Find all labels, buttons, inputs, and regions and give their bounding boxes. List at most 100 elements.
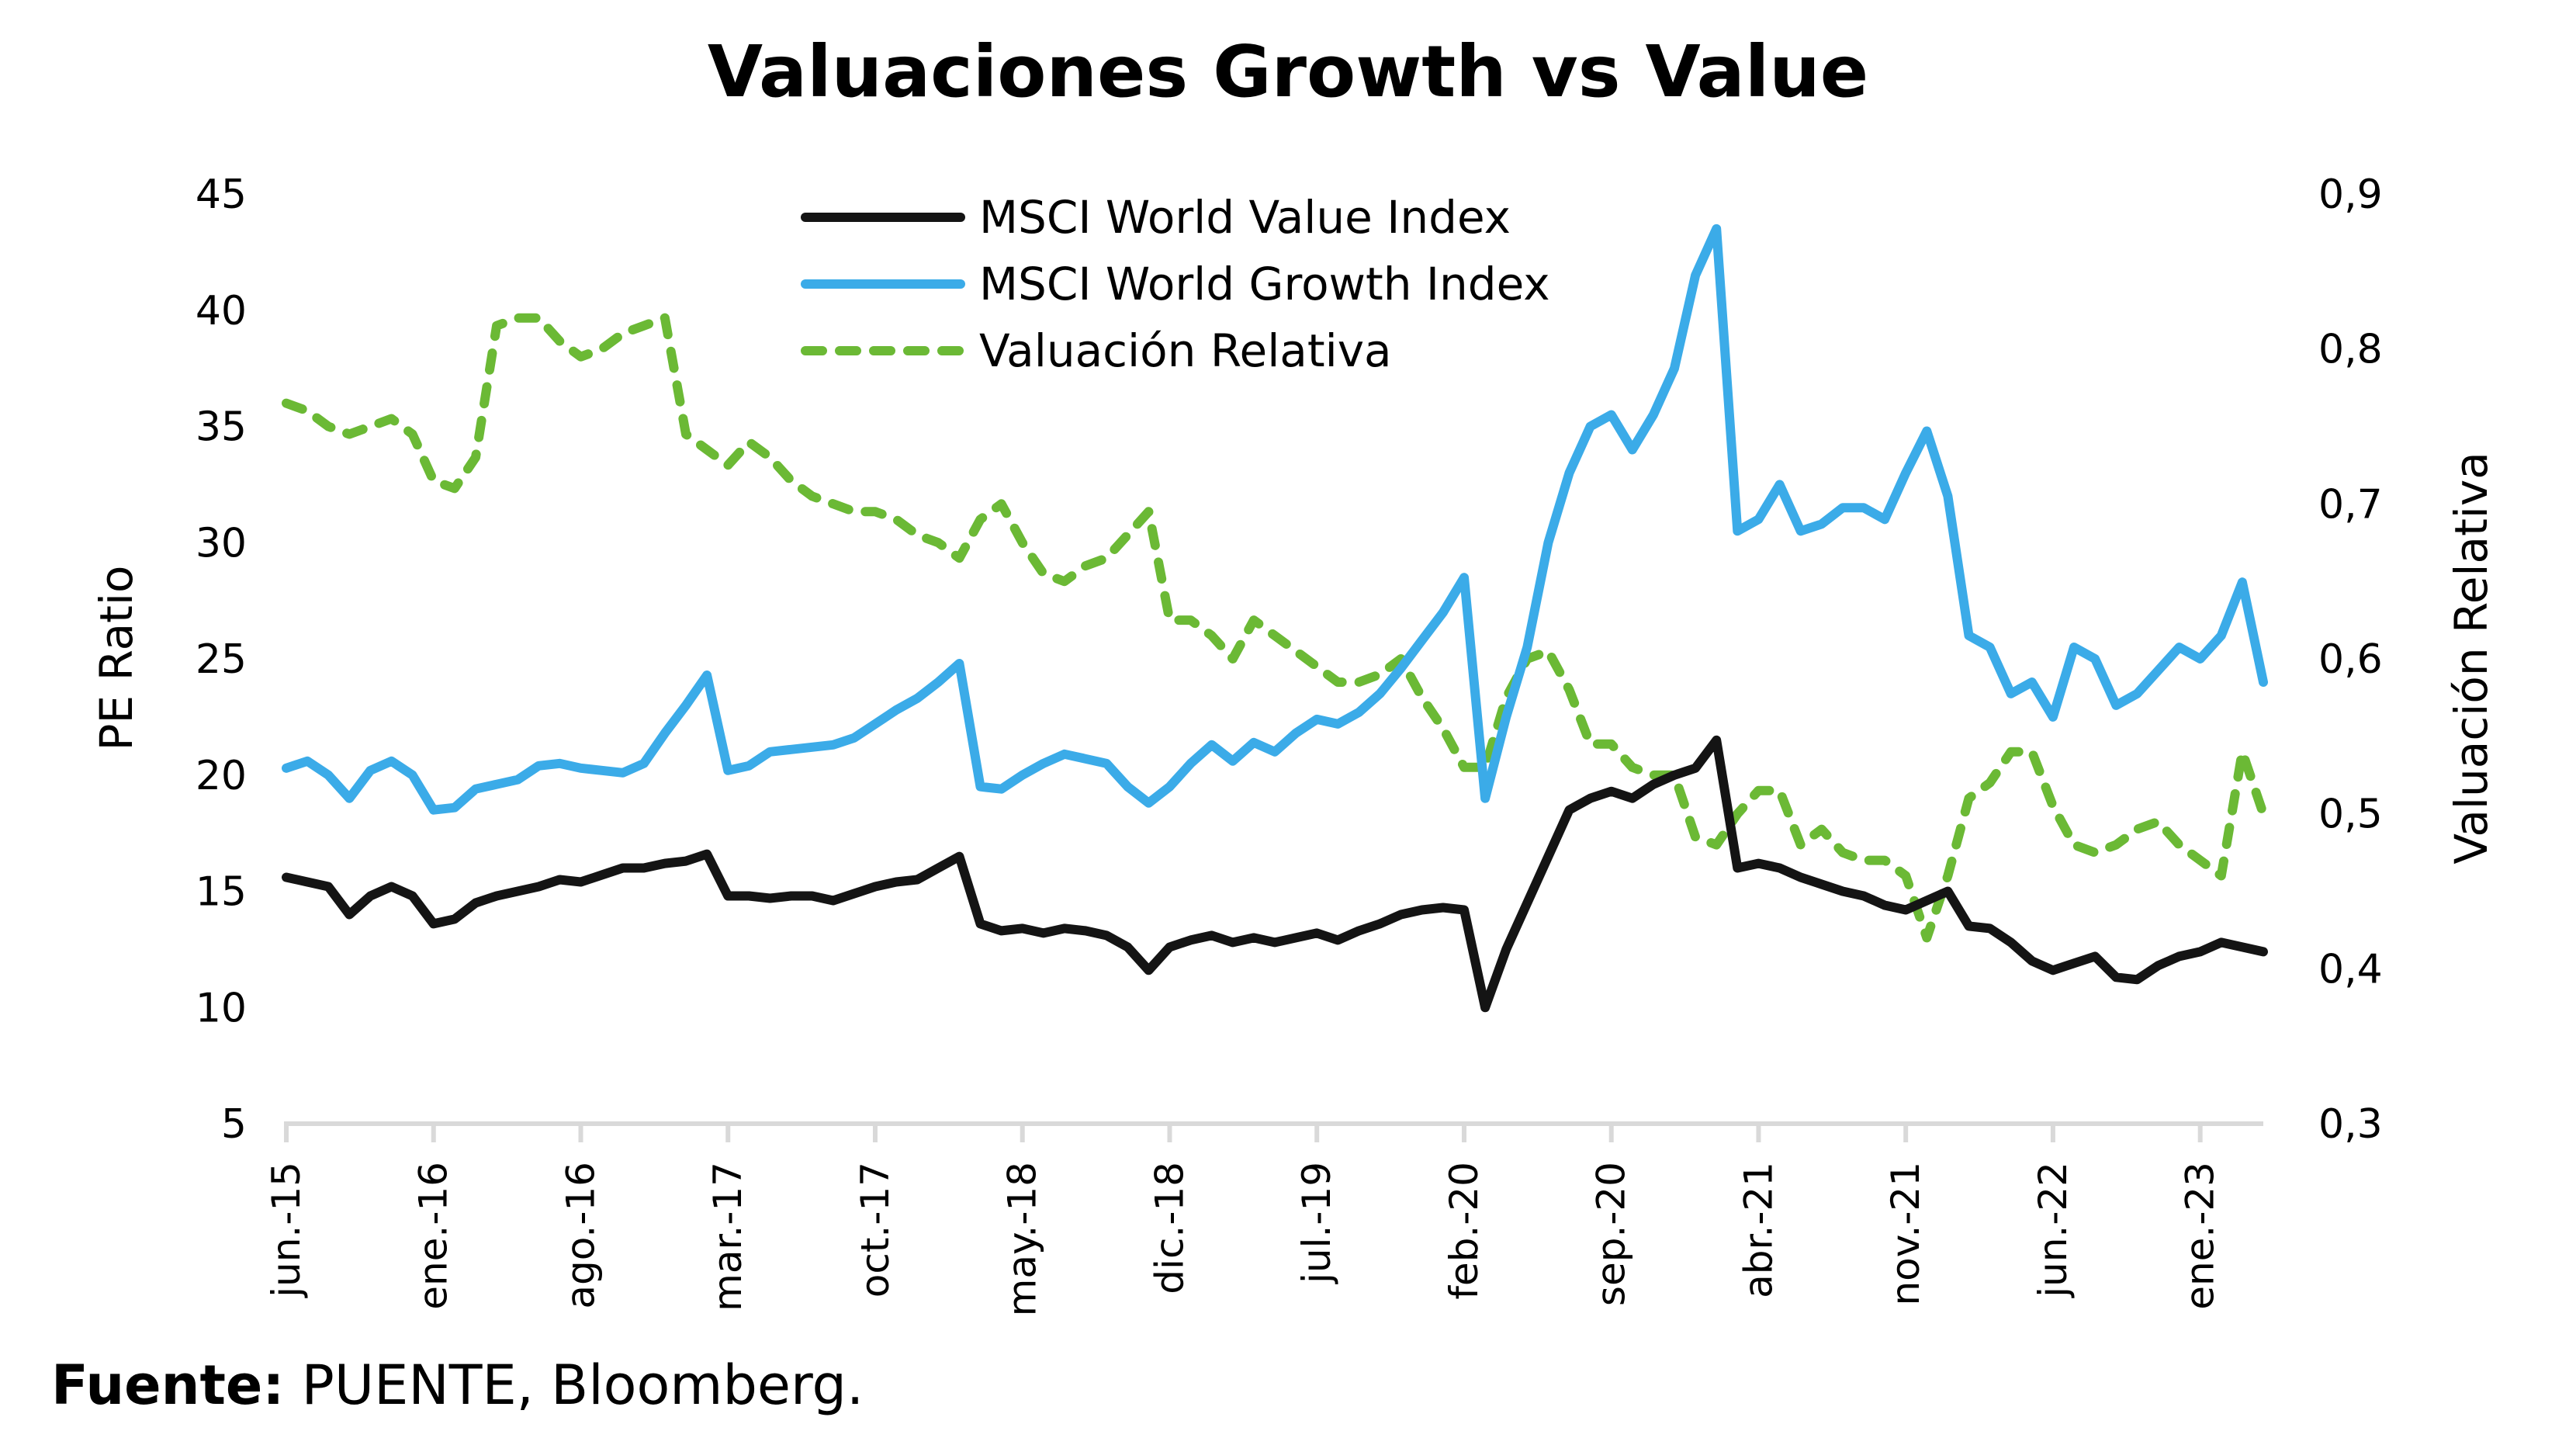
data-point <box>2074 963 2075 964</box>
data-point <box>686 434 687 435</box>
data-point <box>1968 798 1969 799</box>
right-tick-label: 0,4 <box>2318 946 2383 993</box>
data-point <box>1106 763 1107 764</box>
data-point <box>2263 682 2264 683</box>
x-tick-label: jun.-22 <box>2031 1162 2076 1298</box>
data-point <box>2116 844 2117 845</box>
data-point <box>1232 659 1233 660</box>
data-point <box>1190 620 1191 621</box>
x-axis-ticks: jun.-15 ene.-16 ago.-16 mar.-17 oct.-17 may.-… <box>264 1124 2223 1316</box>
series-line <box>282 313 2268 943</box>
x-tick-label: oct.-17 <box>853 1162 898 1298</box>
data-point <box>1043 573 1044 574</box>
data-point <box>1821 884 1822 885</box>
data-point <box>2263 813 2264 814</box>
data-point <box>1022 774 1023 775</box>
data-point <box>749 765 750 766</box>
data-point <box>622 772 623 773</box>
right-axis-label: Valuación Relativa <box>2445 452 2498 865</box>
source-note: Fuente: PUENTE, Bloomberg. <box>51 1352 864 1419</box>
data-point <box>1758 863 1759 864</box>
data-point <box>1737 531 1738 532</box>
right-axis-ticks: 0,3 0,4 0,5 0,6 0,7 0,8 0,9 <box>2318 172 2383 1148</box>
data-point <box>1800 531 1801 532</box>
data-point <box>1190 763 1191 764</box>
data-point <box>2179 844 2180 845</box>
data-point <box>2137 693 2138 694</box>
data-point <box>412 434 413 435</box>
left-axis-label: PE Ratio <box>90 566 143 751</box>
data-point <box>1800 877 1801 878</box>
data-point <box>643 325 644 326</box>
data-point <box>707 449 708 450</box>
data-point <box>1442 728 1443 729</box>
data-point <box>896 709 897 710</box>
data-point <box>1085 566 1086 567</box>
data-point <box>1148 511 1149 512</box>
data-point <box>1190 940 1191 941</box>
data-point <box>1968 926 1969 927</box>
data-point <box>1548 856 1549 857</box>
data-point <box>1043 933 1044 934</box>
left-tick-label: 20 <box>196 753 247 799</box>
data-point <box>2137 979 2138 980</box>
data-point <box>391 886 392 887</box>
data-point <box>853 893 854 894</box>
data-point <box>1275 942 1276 943</box>
data-point <box>370 426 371 427</box>
data-point <box>1106 558 1107 559</box>
data-point <box>2158 965 2159 966</box>
data-point <box>2095 852 2096 853</box>
data-point <box>1022 542 1023 543</box>
data-point <box>1148 802 1149 803</box>
data-point <box>1989 928 1990 929</box>
data-point <box>2263 951 2264 952</box>
data-point <box>2179 647 2180 648</box>
data-point <box>1632 449 1633 450</box>
data-point <box>1064 928 1065 929</box>
data-point <box>959 856 960 857</box>
data-point <box>2031 961 2032 962</box>
x-tick-label: sep.-20 <box>1589 1162 1634 1306</box>
data-point <box>2052 970 2053 971</box>
data-point <box>959 558 960 559</box>
data-point <box>980 786 981 787</box>
data-point <box>875 723 876 724</box>
left-tick-label: 25 <box>196 636 247 683</box>
data-point <box>1169 786 1170 787</box>
data-point <box>412 774 413 775</box>
data-point <box>2137 829 2138 830</box>
data-point <box>2074 647 2075 648</box>
data-point <box>1590 743 1591 744</box>
data-point <box>1485 1007 1486 1008</box>
data-point <box>938 542 939 543</box>
data-point <box>1758 790 1759 791</box>
data-point <box>1253 620 1254 621</box>
series-layer <box>282 223 2268 1013</box>
data-point <box>1506 697 1507 698</box>
legend-label-growth: MSCI World Growth Index <box>979 258 1550 310</box>
data-point <box>875 886 876 887</box>
legend-item-relative: Valuación Relativa <box>801 324 1392 377</box>
data-point <box>896 519 897 520</box>
data-point <box>917 879 918 880</box>
data-point <box>2010 751 2011 752</box>
data-point <box>2116 977 2117 978</box>
data-point <box>538 765 539 766</box>
left-tick-label: 30 <box>196 520 247 567</box>
data-point <box>370 770 371 771</box>
data-point <box>2031 682 2032 683</box>
data-point <box>1085 758 1086 759</box>
chart-title: Valuaciones Growth vs Value <box>708 30 1868 113</box>
data-point <box>728 770 729 771</box>
data-point <box>1442 612 1443 613</box>
data-point <box>1001 930 1002 931</box>
data-point <box>1253 937 1254 938</box>
left-tick-label: 45 <box>196 172 247 218</box>
data-point <box>707 675 708 676</box>
left-tick-label: 35 <box>196 404 247 451</box>
data-point <box>1989 647 1990 648</box>
data-point <box>853 511 854 512</box>
x-tick-label: ago.-16 <box>558 1162 603 1309</box>
